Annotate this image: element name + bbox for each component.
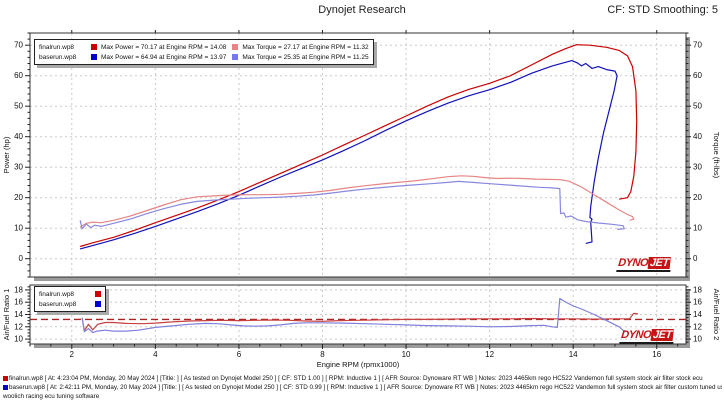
- legend-row-finalrun: finalrun.wp8: [39, 289, 101, 299]
- y-tick-label-right: 50: [693, 102, 702, 111]
- series-baserun-wp8-afr: [81, 297, 626, 334]
- afr-color-swatch: [95, 291, 101, 297]
- afr-color-swatch: [95, 301, 101, 307]
- x-tick-label: 14: [569, 350, 578, 359]
- x-tick-label: 10: [402, 350, 411, 359]
- y-tick-label-left: 60: [14, 71, 23, 80]
- y-tick-label-left: 14: [14, 310, 23, 319]
- run-info-line-baserun: baserun.wp8 [ At: 2:42:11 PM, Monday, 20…: [3, 384, 722, 391]
- y-tick-label-left: 10: [14, 224, 23, 233]
- max-power-label: Max Power = 70.17 at Engine RPM = 14.08: [101, 43, 227, 51]
- legend-file-name: finalrun.wp8: [39, 290, 75, 298]
- afr-chart-legend: finalrun.wp8 baserun.wp8: [34, 286, 106, 312]
- y-tick-label-left: 30: [14, 163, 23, 172]
- dynojet-logo-dyno: DYNO: [617, 257, 649, 269]
- dynojet-logo: DYNOJET: [619, 329, 676, 344]
- plot-background: [30, 285, 686, 344]
- run-info-text: woolich racing ecu tuning software: [3, 393, 100, 400]
- page-title: Dynojet Research: [318, 4, 406, 16]
- y-tick-label-left: 50: [14, 102, 23, 111]
- run-color-marker: [3, 384, 8, 390]
- plot-background: [30, 33, 686, 277]
- y-tick-label-right: 16: [693, 298, 702, 307]
- y-tick-label-left: 12: [14, 322, 23, 331]
- y-tick-label-left: 0: [19, 254, 24, 263]
- torque-color-swatch: [232, 44, 239, 50]
- legend-row-baserun: baserun.wp8: [39, 299, 101, 309]
- x-tick-label: 2: [70, 350, 75, 359]
- run-info-line-finalrun: finalrun.wp8 [ At: 4:23:04 PM, Monday, 2…: [3, 375, 722, 382]
- power-color-swatch: [91, 54, 97, 60]
- y-tick-label-right: 10: [693, 335, 702, 344]
- power-color-swatch: [91, 44, 97, 50]
- x-tick-label: 4: [153, 350, 158, 359]
- x-axis-title: Engine RPM (rpmx1000): [317, 360, 400, 369]
- series-baserun-wp8-torque-ft-lbs-: [79, 180, 625, 230]
- x-tick-label: 6: [237, 350, 242, 359]
- y-tick-label-left: 70: [14, 41, 23, 50]
- run-info-line-continuation: woolich racing ecu tuning software: [3, 393, 722, 400]
- torque-color-swatch: [232, 54, 239, 60]
- x-tick-label: 16: [652, 350, 661, 359]
- legend-row-finalrun: finalrun.wp8 Max Power = 70.17 at Engine…: [39, 42, 369, 52]
- cf-smoothing-label: CF: STD Smoothing: 5: [607, 4, 718, 16]
- y-axis-title-right: Air/Fuel Ratio 2: [712, 289, 721, 341]
- run-info-text: finalrun.wp8 [ At: 4:23:04 PM, Monday, 2…: [9, 375, 703, 382]
- series-baserun-wp8-power-hp-: [79, 59, 618, 250]
- y-tick-label-right: 60: [693, 71, 702, 80]
- x-tick-label: 12: [485, 350, 494, 359]
- y-tick-label-left: 10: [14, 335, 23, 344]
- legend-file-name: baserun.wp8: [39, 53, 77, 61]
- y-tick-label-left: 18: [14, 285, 23, 294]
- y-tick-label-right: 0: [693, 254, 698, 263]
- run-color-marker: [3, 375, 8, 381]
- y-axis-title-left: Power (hp): [2, 136, 11, 173]
- legend-file-name: finalrun.wp8: [39, 43, 75, 51]
- y-tick-label-left: 20: [14, 193, 23, 202]
- legend-row-baserun: baserun.wp8 Max Power = 64.94 at Engine …: [39, 52, 369, 62]
- y-tick-label-right: 70: [693, 41, 702, 50]
- max-torque-label: Max Torque = 25.35 at Engine RPM = 11.25: [242, 53, 369, 61]
- max-torque-label: Max Torque = 27.17 at Engine RPM = 11.32: [242, 43, 369, 51]
- max-power-label: Max Power = 64.94 at Engine RPM = 13.97: [101, 53, 227, 61]
- dynojet-logo-jet: JET: [647, 257, 672, 269]
- y-tick-label-right: 40: [693, 132, 702, 141]
- dynojet-logo: DYNOJET: [616, 257, 673, 272]
- y-tick-label-left: 16: [14, 298, 23, 307]
- y-tick-label-right: 30: [693, 163, 702, 172]
- y-tick-label-right: 18: [693, 285, 702, 294]
- series-finalrun-wp8-afr: [81, 312, 638, 332]
- series-finalrun-wp8-torque-ft-lbs-: [79, 175, 635, 228]
- series-finalrun-wp8-power-hp-: [79, 44, 638, 248]
- run-info-text: baserun.wp8 [ At: 2:42:11 PM, Monday, 20…: [9, 384, 722, 391]
- y-tick-label-right: 12: [693, 322, 702, 331]
- legend-file-name: baserun.wp8: [39, 300, 77, 308]
- main-chart-legend: finalrun.wp8 Max Power = 70.17 at Engine…: [34, 39, 374, 65]
- y-axis-title-left: Air/Fuel Ratio 1: [2, 289, 11, 341]
- y-tick-label-right: 14: [693, 310, 702, 319]
- y-tick-label-left: 40: [14, 132, 23, 141]
- y-axis-title-right: Torque (ft-lbs): [712, 132, 721, 179]
- dynojet-logo-dyno: DYNO: [620, 329, 652, 341]
- y-tick-label-right: 10: [693, 224, 702, 233]
- y-tick-label-right: 20: [693, 193, 702, 202]
- dynojet-logo-jet: JET: [650, 329, 675, 341]
- x-tick-label: 8: [320, 350, 325, 359]
